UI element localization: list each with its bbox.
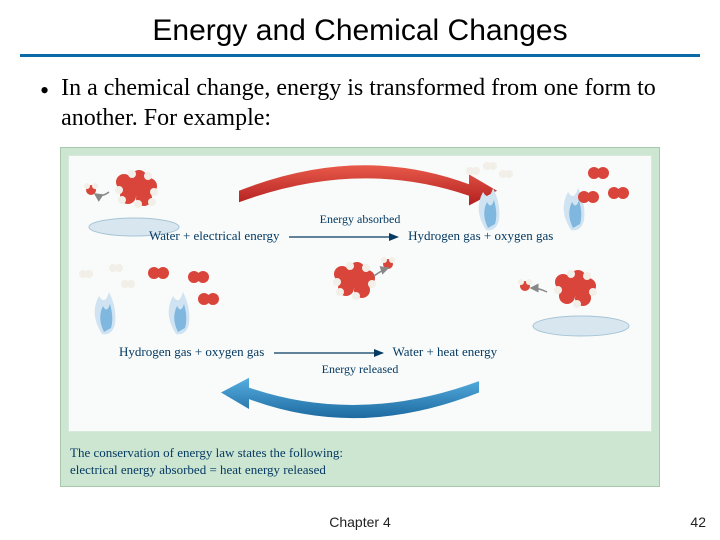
water-cluster-middle: [304, 256, 404, 328]
page-number: 42: [690, 514, 706, 530]
caption-line1: The conservation of energy law states th…: [70, 444, 650, 462]
top-eq-left: Water + electrical energy: [149, 228, 280, 243]
red-arrow-icon: [219, 158, 499, 206]
slide-title: Energy and Chemical Changes: [30, 14, 690, 48]
top-arrow-label: Energy absorbed: [69, 212, 651, 227]
water-product-bottom-right: [511, 266, 641, 344]
top-eq-right: Hydrogen gas + oxygen gas: [408, 228, 553, 243]
footer-chapter: Chapter 4: [0, 514, 720, 530]
eq-arrow-icon: [289, 232, 399, 242]
eq-arrow-icon: [274, 348, 384, 358]
bottom-eq-left: Hydrogen gas + oxygen gas: [119, 344, 264, 359]
bullet-row: • In a chemical change, energy is transf…: [40, 73, 680, 133]
reactant-gases-bottom-left: [79, 264, 239, 342]
bullet-dot: •: [40, 75, 49, 106]
blue-arrow-icon: [219, 374, 499, 426]
bottom-eq-right: Water + heat energy: [393, 344, 498, 359]
caption-line2: electrical energy absorbed = heat energy…: [70, 461, 650, 479]
caption: The conservation of energy law states th…: [70, 444, 650, 479]
diagram: Energy absorbed Water + electrical energ…: [60, 147, 660, 487]
diagram-inner: Energy absorbed Water + electrical energ…: [68, 155, 652, 432]
bullet-text: In a chemical change, energy is transfor…: [61, 73, 680, 133]
